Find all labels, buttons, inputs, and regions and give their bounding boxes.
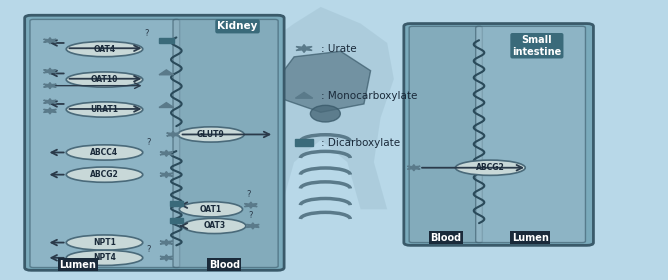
Polygon shape	[160, 239, 173, 246]
Text: URAT1: URAT1	[90, 105, 118, 114]
Text: Blood: Blood	[208, 260, 240, 270]
Text: Lumen: Lumen	[512, 233, 548, 242]
Ellipse shape	[178, 127, 244, 142]
Ellipse shape	[179, 202, 242, 217]
Text: : Monocarboxylate: : Monocarboxylate	[321, 91, 417, 101]
FancyBboxPatch shape	[476, 26, 585, 242]
Ellipse shape	[66, 235, 143, 250]
Ellipse shape	[66, 72, 143, 87]
Text: OAT1: OAT1	[200, 205, 222, 214]
FancyBboxPatch shape	[30, 19, 180, 267]
Ellipse shape	[182, 218, 246, 234]
Text: Lumen: Lumen	[59, 260, 96, 270]
Text: OAT4: OAT4	[94, 45, 116, 53]
Polygon shape	[43, 99, 56, 105]
Polygon shape	[43, 108, 56, 114]
Ellipse shape	[66, 41, 143, 57]
Ellipse shape	[66, 145, 143, 160]
Polygon shape	[407, 165, 420, 171]
Polygon shape	[277, 51, 371, 112]
Text: Kidney: Kidney	[217, 21, 258, 31]
FancyBboxPatch shape	[404, 24, 593, 245]
Polygon shape	[43, 83, 56, 89]
Bar	[170, 218, 183, 223]
Polygon shape	[43, 68, 56, 74]
Polygon shape	[246, 223, 259, 229]
Text: NPT1: NPT1	[93, 238, 116, 247]
Text: OAT10: OAT10	[91, 75, 118, 84]
Polygon shape	[159, 102, 174, 108]
Ellipse shape	[456, 160, 525, 175]
Bar	[295, 139, 313, 146]
Polygon shape	[160, 150, 173, 156]
Ellipse shape	[311, 105, 340, 122]
Polygon shape	[160, 255, 173, 261]
Text: ?: ?	[246, 190, 250, 199]
FancyBboxPatch shape	[25, 15, 284, 270]
Polygon shape	[160, 172, 173, 178]
Polygon shape	[43, 38, 56, 44]
Text: Small
intestine: Small intestine	[512, 35, 562, 57]
Text: ?: ?	[146, 245, 151, 254]
Text: ?: ?	[249, 211, 253, 220]
Bar	[170, 201, 183, 206]
Polygon shape	[159, 70, 174, 75]
Ellipse shape	[66, 167, 143, 182]
Bar	[159, 38, 174, 43]
Text: : Urate: : Urate	[321, 43, 356, 53]
Text: ABCG2: ABCG2	[476, 163, 505, 172]
FancyBboxPatch shape	[173, 19, 278, 267]
Text: ?: ?	[144, 29, 149, 38]
Text: ABCC4: ABCC4	[90, 148, 118, 157]
Ellipse shape	[66, 250, 143, 265]
Polygon shape	[295, 92, 313, 98]
Polygon shape	[296, 45, 312, 52]
Text: GLUT9: GLUT9	[197, 130, 225, 139]
Text: : Dicarboxylate: : Dicarboxylate	[321, 138, 400, 148]
Polygon shape	[167, 131, 179, 137]
Text: ?: ?	[146, 138, 151, 147]
Polygon shape	[254, 7, 394, 209]
Text: Blood: Blood	[430, 233, 462, 242]
Text: NPT4: NPT4	[93, 253, 116, 262]
Ellipse shape	[66, 102, 143, 117]
FancyBboxPatch shape	[409, 26, 482, 242]
Text: OAT3: OAT3	[203, 221, 225, 230]
Polygon shape	[244, 202, 257, 208]
Text: ABCG2: ABCG2	[90, 170, 119, 179]
